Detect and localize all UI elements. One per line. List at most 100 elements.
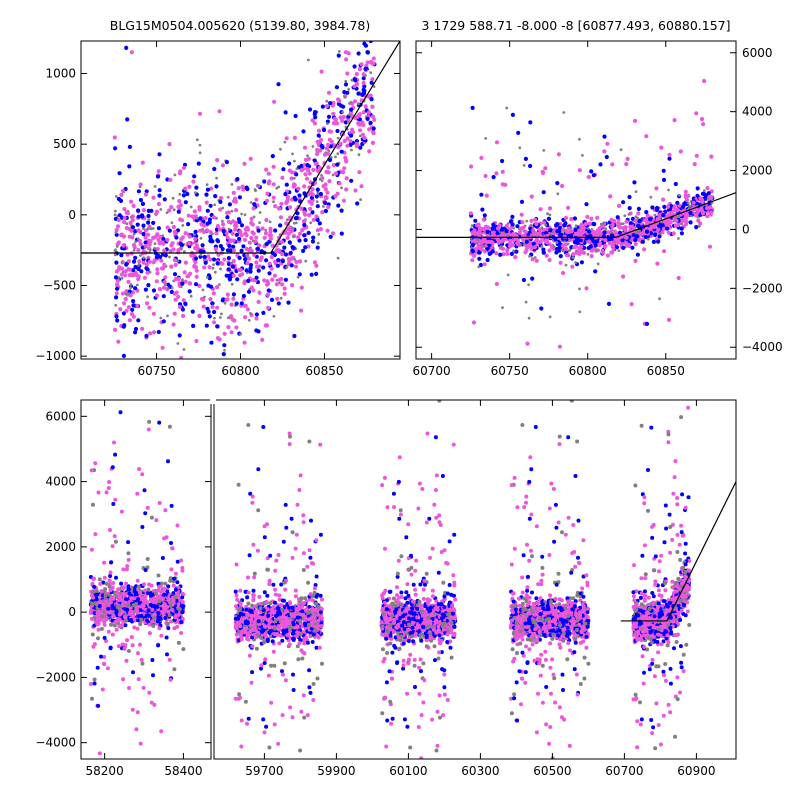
data-point <box>633 118 638 123</box>
data-point <box>269 700 274 705</box>
data-point <box>117 213 122 218</box>
data-point <box>357 112 362 117</box>
data-point <box>273 568 278 573</box>
data-point <box>210 304 215 309</box>
data-point <box>635 234 640 239</box>
data-point <box>616 223 621 228</box>
data-point <box>309 272 314 277</box>
data-point <box>150 607 155 612</box>
data-point <box>123 600 128 605</box>
data-point <box>562 249 565 253</box>
data-point <box>237 255 242 261</box>
data-point <box>146 591 151 595</box>
data-point <box>624 162 629 167</box>
data-point <box>140 214 145 219</box>
data-point <box>202 265 207 270</box>
data-point <box>292 176 296 180</box>
data-point <box>258 211 262 214</box>
data-point <box>602 149 607 154</box>
data-point <box>684 197 690 203</box>
data-point <box>100 687 105 692</box>
data-point <box>152 603 156 608</box>
data-point <box>578 287 581 291</box>
data-point <box>147 631 152 636</box>
data-point <box>150 227 153 231</box>
data-point <box>173 587 178 592</box>
data-point <box>674 216 678 219</box>
data-point <box>127 318 132 323</box>
data-point <box>541 170 546 176</box>
data-point <box>509 251 514 256</box>
data-point <box>245 260 250 266</box>
data-point <box>309 221 313 225</box>
data-point <box>146 208 151 213</box>
data-point <box>156 329 161 335</box>
data-point <box>508 226 513 231</box>
data-point <box>151 311 156 316</box>
data-point <box>147 622 152 627</box>
data-point <box>342 138 347 144</box>
data-point <box>259 663 264 668</box>
data-point <box>281 167 286 172</box>
data-point <box>529 194 534 199</box>
data-point <box>285 235 290 240</box>
data-point <box>238 588 243 593</box>
data-point <box>199 296 205 302</box>
data-point <box>91 595 96 600</box>
data-point <box>370 77 375 82</box>
data-point <box>127 144 132 149</box>
data-point <box>132 587 137 591</box>
data-point <box>111 502 116 506</box>
x-tick-label: 60800 <box>221 364 259 378</box>
data-point <box>357 10 361 14</box>
data-point <box>359 62 364 67</box>
data-point <box>678 194 681 197</box>
data-point <box>287 260 292 265</box>
data-point <box>248 156 253 161</box>
data-point <box>264 258 269 263</box>
data-point <box>630 245 635 250</box>
data-point <box>694 225 699 230</box>
data-point <box>142 227 145 231</box>
data-point <box>168 255 171 259</box>
data-point <box>136 618 141 623</box>
data-point <box>208 297 213 302</box>
data-point <box>311 145 315 148</box>
data-point <box>516 130 521 135</box>
data-point <box>709 154 714 159</box>
data-point <box>165 605 170 609</box>
data-point <box>171 583 176 588</box>
data-point <box>633 258 638 263</box>
data-point <box>114 260 119 265</box>
data-point <box>274 558 279 563</box>
data-point <box>555 181 560 186</box>
full-lightcurve-seg0-points <box>88 410 186 756</box>
data-point <box>99 626 104 631</box>
data-point <box>141 232 146 237</box>
data-point <box>144 301 150 306</box>
data-point <box>203 216 208 221</box>
data-point <box>283 678 288 683</box>
data-point <box>205 228 210 233</box>
data-point <box>208 203 213 208</box>
data-point <box>540 245 544 248</box>
data-point <box>130 290 135 295</box>
data-point <box>126 649 131 653</box>
data-point <box>247 240 252 245</box>
data-point <box>191 323 196 328</box>
data-point <box>213 246 218 252</box>
data-point <box>156 226 161 231</box>
x-tick-label: 58200 <box>86 764 124 778</box>
data-point <box>246 423 251 427</box>
data-point <box>293 113 298 119</box>
data-point <box>128 220 133 225</box>
data-point <box>267 582 272 587</box>
data-point <box>235 177 240 182</box>
data-point <box>345 136 350 141</box>
data-point <box>293 159 296 163</box>
data-point <box>168 249 173 254</box>
data-point <box>154 279 159 284</box>
data-point <box>239 301 244 306</box>
data-point <box>106 606 111 611</box>
data-point <box>280 175 285 180</box>
